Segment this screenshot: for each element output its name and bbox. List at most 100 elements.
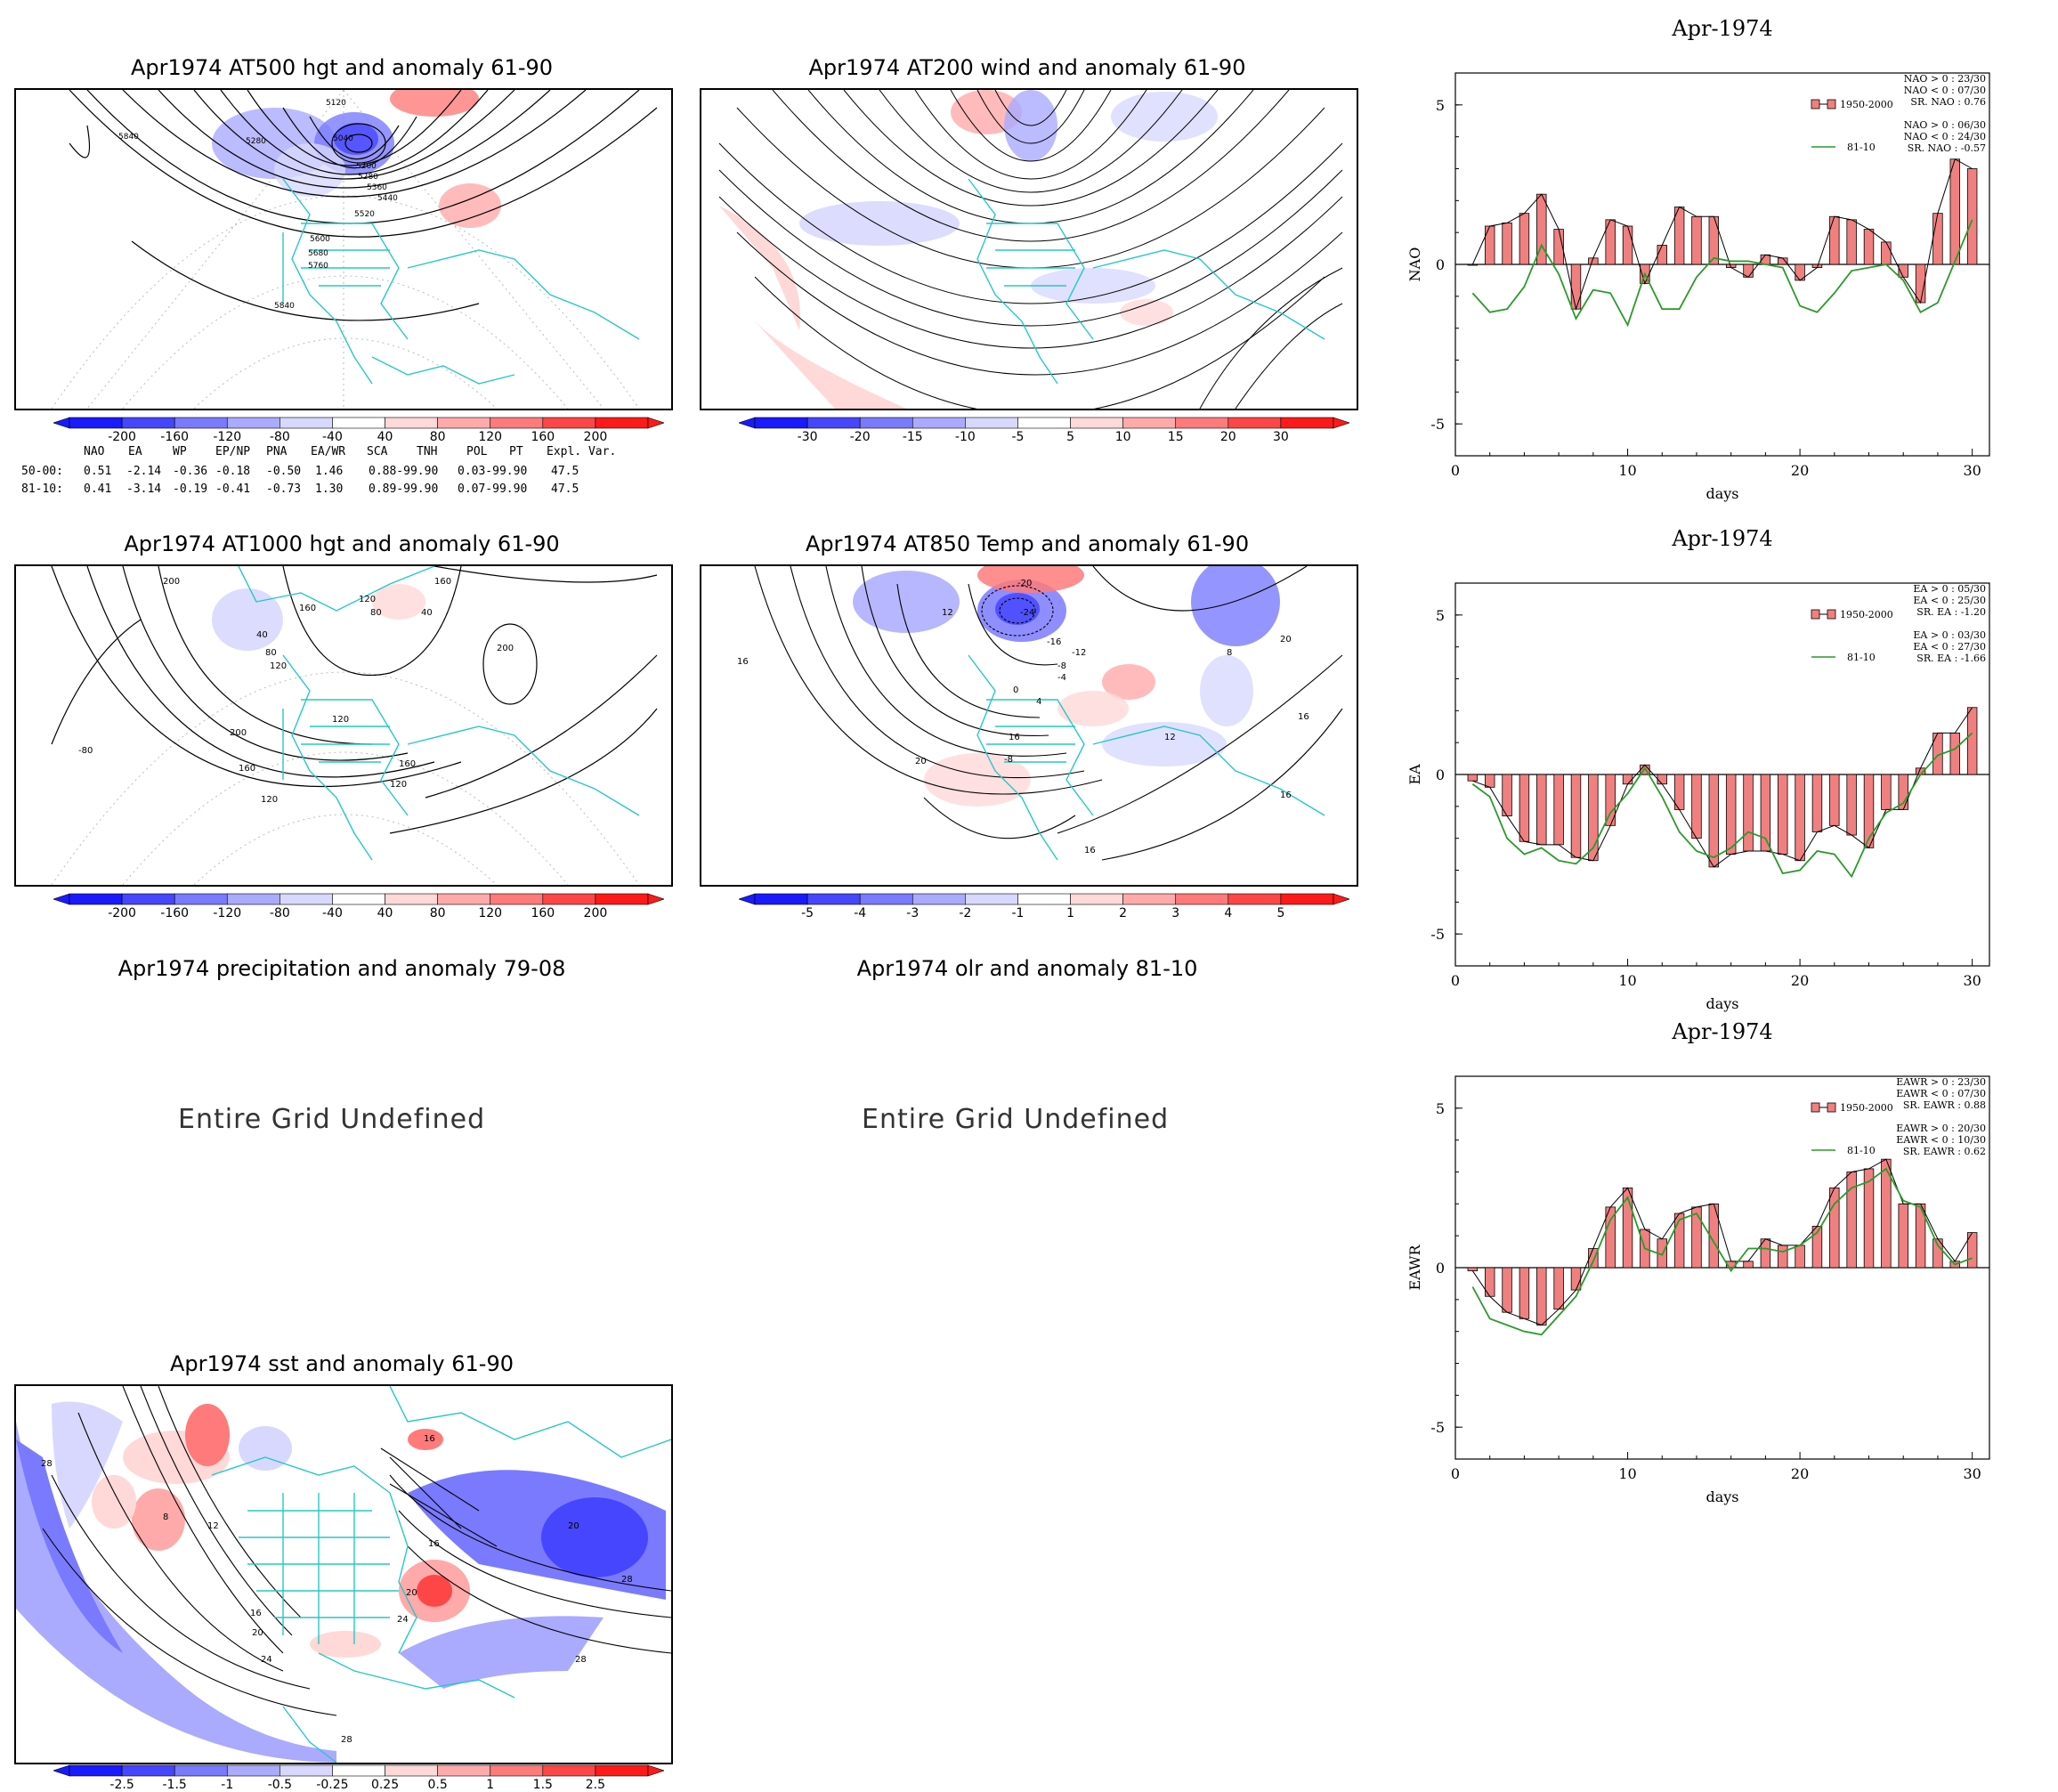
- contour-label: 8: [1227, 648, 1232, 658]
- teleconnection-cell: 47.5: [551, 482, 579, 496]
- colorbar-tick-label: 160: [531, 906, 555, 920]
- y-tick-label: 0: [1436, 256, 1445, 273]
- colorbar-tick-label: -40: [322, 430, 343, 444]
- x-axis-label: days: [1706, 1488, 1738, 1505]
- colorbar-tick-label: -30: [797, 430, 818, 444]
- teleconnection-header-cell: POL: [466, 445, 488, 458]
- legend-stat: SR. EAWR : 0.62: [1903, 1146, 1986, 1157]
- bar: [1829, 774, 1840, 826]
- x-tick-label: 10: [1618, 1465, 1636, 1482]
- bar: [1725, 774, 1737, 855]
- teleconnection-cell: -0.36: [173, 465, 208, 478]
- contour-label: 5120: [326, 99, 346, 108]
- bar: [1691, 215, 1702, 265]
- colorbar-tick-label: 40: [377, 430, 393, 444]
- colorbar-200wind: -30 -20 -15 -10 -5 5 10 15 20 30: [739, 417, 1349, 444]
- bar: [1553, 774, 1564, 846]
- colorbar-swatch: [965, 893, 1018, 905]
- teleconnection-header-cell: EA/WR: [311, 445, 346, 458]
- bar: [1795, 774, 1805, 862]
- panel-title-200: Apr1974 AT200 wind and anomaly 61-90: [808, 55, 1246, 80]
- colorbar-swatch: [912, 417, 966, 429]
- colorbar-tick-label: -120: [213, 906, 242, 920]
- colorbar-swatch: [332, 893, 385, 905]
- teleconnection-header-cell: NAO: [84, 445, 105, 458]
- teleconnection-cell: 47.5: [551, 465, 579, 478]
- colorbar-tick-label: -200: [108, 430, 136, 444]
- colorbar-850temp: -5 -4 -3 -2 -1 1 2 3 4 5: [739, 893, 1349, 920]
- colorbar-swatch: [1122, 417, 1177, 429]
- colorbar-swatch: [385, 893, 438, 905]
- teleconnection-row: 81-10: 0.41 -3.14 -0.19 -0.41 -0.73 1.30 0.89-9…: [21, 482, 644, 499]
- colorbar-tick-label: -40: [322, 906, 343, 920]
- bar: [1570, 1267, 1582, 1291]
- colorbar-500hgt: -200 -160 -120 -80 -40 40 80 120 160 200: [53, 417, 664, 444]
- contour-label: 28: [575, 1655, 587, 1665]
- contour-label: 80: [265, 648, 277, 658]
- legend-stat: NAO > 0 : 06/30: [1904, 119, 1986, 131]
- colorbar-swatch: [1175, 417, 1229, 429]
- colorbar-swatch: [1070, 893, 1123, 905]
- colorbar-tick-label: 120: [478, 906, 503, 920]
- y-tick-label: 0: [1436, 766, 1445, 783]
- colorbar-swatch: [121, 417, 175, 429]
- line-series: [1471, 732, 1973, 879]
- colorbar-swatch: [1017, 893, 1071, 905]
- colorbar-swatch: [1280, 417, 1334, 429]
- map-sst: 28 8 12 16 20 24 16 20 24 20 28 28 28 16: [14, 1384, 673, 1764]
- panel-title-precip: Apr1974 precipitation and anomaly 79-08: [117, 956, 566, 981]
- y-tick-label: 0: [1436, 1260, 1445, 1277]
- contour-label: 24: [397, 1615, 409, 1625]
- bar: [1966, 168, 1978, 265]
- bar: [1519, 1267, 1530, 1319]
- teleconnection-header: NAO EA WP EP/NP PNA EA/WR SCA TNH POL PT Expl. Var…: [21, 445, 644, 461]
- teleconnection-cell: -0.18: [215, 465, 251, 478]
- colorbar-swatch: [332, 1764, 385, 1777]
- teleconnection-header-cell: TNH: [417, 445, 438, 458]
- map-200wind: [700, 88, 1358, 410]
- contour-label: 160: [399, 759, 416, 769]
- contour-label: 12: [942, 608, 953, 618]
- x-tick-label: 0: [1451, 1465, 1460, 1482]
- teleconnection-cell: -0.50: [266, 465, 302, 478]
- contour-label: -80: [78, 746, 93, 756]
- teleconnection-cell: 0.89-99.90: [369, 482, 439, 496]
- colorbar-swatch: [280, 417, 333, 429]
- bar-series-line: [1471, 158, 1973, 312]
- colorbar-tick-label: -160: [160, 430, 190, 444]
- timeseries-eawr: Apr-1974 -5 0 5 0 10 20 30 days EAWR EAWR > 0 : 23…: [1389, 1012, 2047, 1511]
- bar-series-line: [1471, 1158, 1973, 1326]
- contour-label: 5360: [367, 183, 387, 192]
- bar: [1536, 774, 1547, 846]
- teleconnection-cell: 1.30: [315, 482, 344, 496]
- teleconnection-cell: 0.07-99.90: [458, 482, 528, 496]
- bar: [1708, 774, 1720, 868]
- bar-series-line: [1472, 707, 1973, 868]
- legend-label: 81-10: [1847, 1145, 1876, 1156]
- bar: [1949, 158, 1961, 265]
- colorbar-swatch: [490, 1764, 544, 1777]
- colorbar-tick-label: 200: [583, 906, 608, 920]
- colorbar-1000hgt: -200 -160 -120 -80 -40 40 80 120 160 200: [53, 893, 664, 920]
- bar: [1881, 774, 1892, 810]
- y-axis-label: NAO: [1406, 247, 1423, 282]
- colorbar-swatch: [69, 417, 123, 429]
- y-axis-label: EA: [1406, 764, 1423, 785]
- colorbar-sst: -2.5 -1.5 -1 -0.5 -0.25 0.25 0.5 1 1.5 2.5: [53, 1764, 664, 1792]
- legend-stat: EA < 0 : 25/30: [1913, 595, 1986, 606]
- map-500hgt: 5120 5040 5200 5280 5360 5440 5520 5600 …: [14, 88, 673, 410]
- legend-stat: EAWR < 0 : 07/30: [1896, 1088, 1986, 1099]
- teleconnection-cell: -0.73: [266, 482, 302, 496]
- colorbar-swatch: [1175, 893, 1229, 905]
- colorbar-tick-label: 80: [429, 906, 446, 920]
- colorbar-swatch: [226, 893, 280, 905]
- x-tick-label: 0: [1451, 972, 1460, 989]
- contour-label: 160: [434, 577, 451, 587]
- x-axis-label: days: [1706, 485, 1738, 502]
- colorbar-tick-label: -80: [269, 430, 290, 444]
- bar: [1778, 1245, 1788, 1269]
- contour-label: -12: [1072, 648, 1086, 658]
- bar: [1898, 1203, 1908, 1269]
- contour-label: 160: [239, 764, 255, 774]
- contour-label: 5840: [118, 133, 139, 142]
